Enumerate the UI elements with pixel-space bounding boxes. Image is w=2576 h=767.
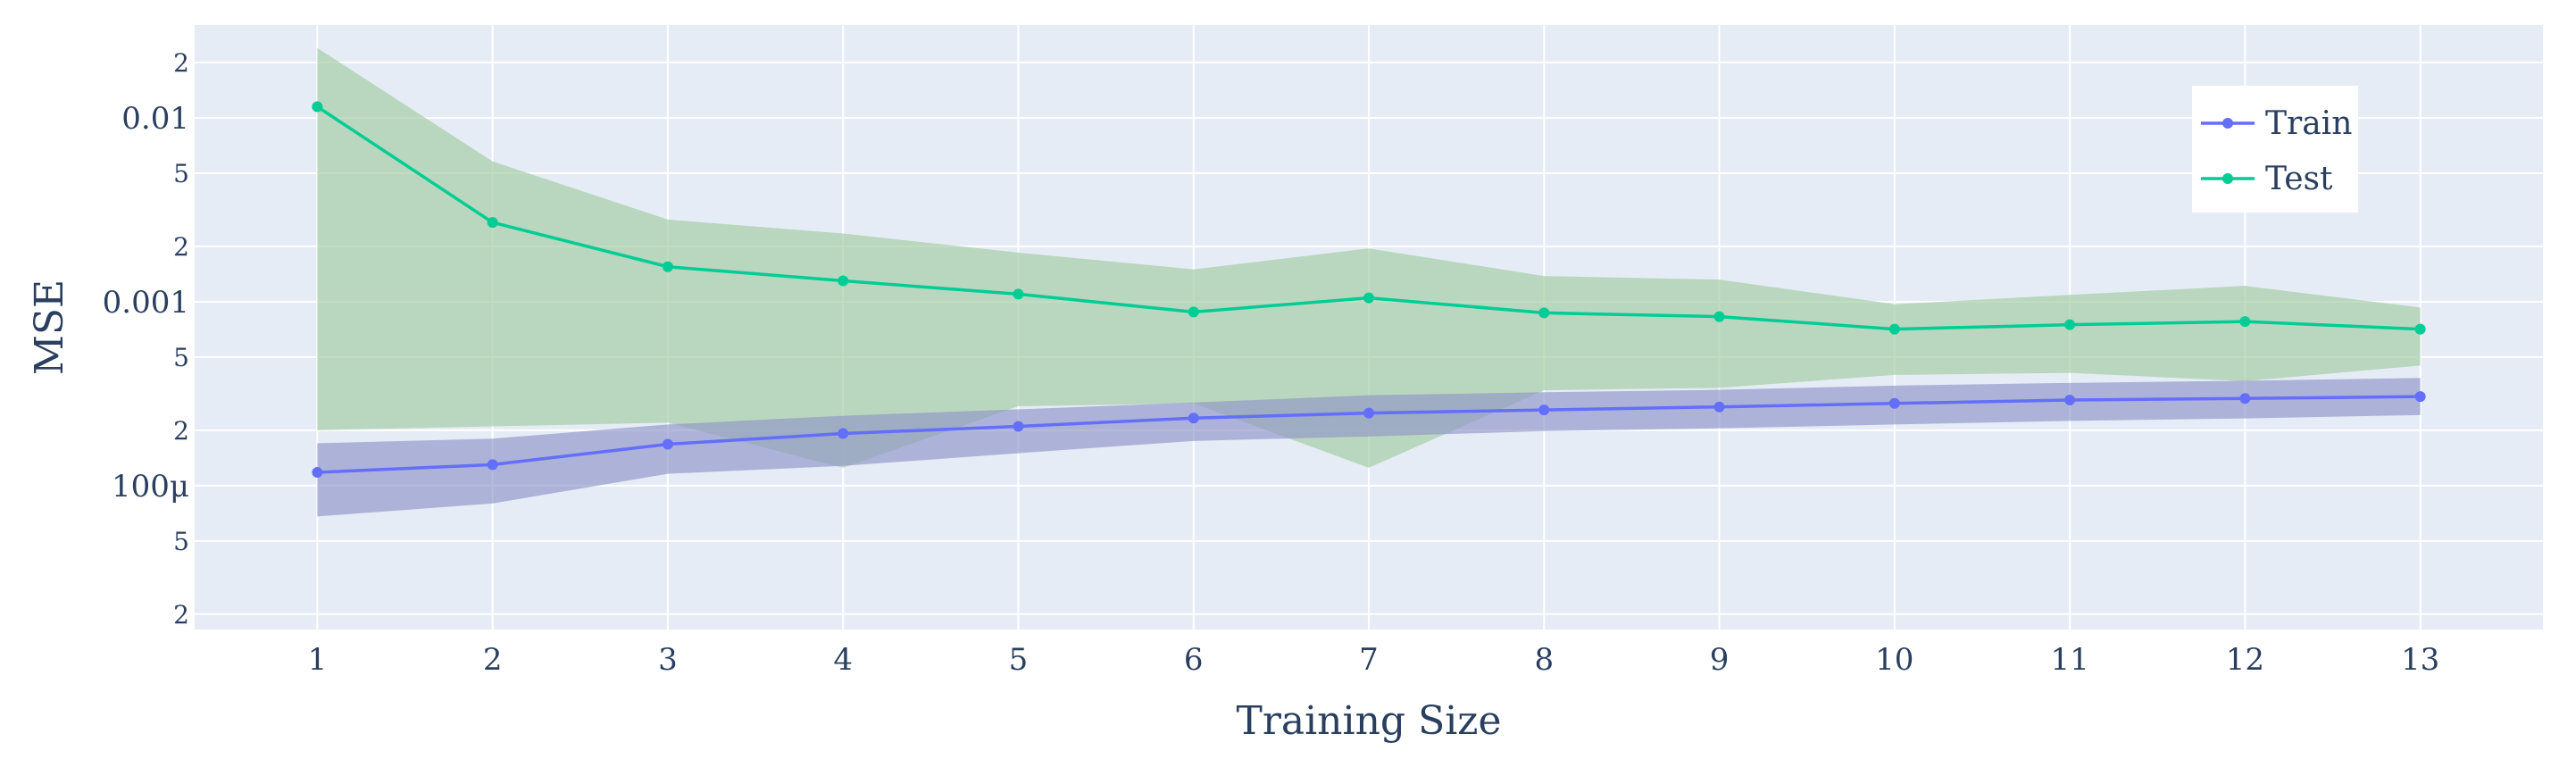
- test-data-point: [1888, 323, 1900, 335]
- x-tick-label: 10: [1875, 642, 1913, 678]
- legend-marker-swatch: [2222, 173, 2233, 184]
- x-axis-ticks: 1 2 3 4 5 6 7 8 9 10 11 12 13: [308, 642, 2440, 678]
- y-tick-label: 5: [173, 159, 189, 188]
- test-data-point: [662, 261, 673, 272]
- train-data-point: [662, 438, 673, 450]
- legend-label: Test: [2265, 161, 2333, 197]
- test-data-point: [1013, 288, 1024, 300]
- y-tick-label: 2: [173, 232, 189, 262]
- test-data-point: [1713, 311, 1725, 322]
- x-tick-label: 12: [2226, 642, 2264, 678]
- legend-marker-swatch: [2222, 118, 2233, 129]
- y-tick-label: 5: [173, 343, 189, 372]
- train-data-point: [312, 467, 323, 479]
- test-data-point: [487, 217, 498, 229]
- x-tick-label: 3: [658, 642, 678, 678]
- train-data-point: [1013, 421, 1024, 432]
- y-tick-label: 5: [173, 527, 189, 556]
- legend-item-test[interactable]: Test: [2201, 161, 2333, 197]
- train-data-point: [2414, 391, 2426, 403]
- train-data-point: [1188, 413, 1199, 424]
- y-axis-ticks: 2 5 100μ 2 5 0.001 2 5 0.01 2: [103, 48, 189, 629]
- x-tick-label: 6: [1184, 642, 1204, 678]
- train-data-point: [838, 428, 849, 439]
- train-data-point: [1888, 397, 1900, 409]
- test-data-point: [2239, 316, 2251, 328]
- y-tick-label: 2: [173, 48, 189, 78]
- legend-box: [2192, 86, 2358, 213]
- test-confidence-band: [317, 47, 2421, 468]
- train-data-point: [1538, 404, 1550, 416]
- x-tick-label: 11: [2050, 642, 2088, 678]
- x-tick-label: 1: [308, 642, 328, 678]
- x-tick-label: 2: [483, 642, 503, 678]
- train-data-point: [1363, 407, 1374, 419]
- x-tick-label: 13: [2401, 642, 2439, 678]
- train-data-point: [2064, 395, 2076, 406]
- y-tick-label: 2: [173, 600, 189, 629]
- test-data-point: [1363, 292, 1374, 304]
- legend-label: Train: [2265, 105, 2352, 142]
- test-data-point: [312, 101, 323, 113]
- x-tick-label: 4: [833, 642, 853, 678]
- train-data-point: [2239, 393, 2251, 404]
- y-tick-label: 2: [173, 416, 189, 446]
- x-tick-label: 7: [1359, 642, 1379, 678]
- y-tick-label: 0.01: [121, 101, 189, 137]
- x-tick-label: 8: [1534, 642, 1554, 678]
- y-axis-title: MSE: [27, 279, 72, 375]
- x-tick-label: 9: [1710, 642, 1730, 678]
- train-confidence-band: [317, 378, 2421, 517]
- legend[interactable]: Train Test: [2192, 86, 2358, 213]
- legend-item-train[interactable]: Train: [2201, 105, 2352, 142]
- test-data-point: [1188, 306, 1199, 318]
- x-axis-title: Training Size: [1236, 698, 1501, 744]
- train-data-point: [1713, 401, 1725, 413]
- series-markers: [312, 101, 2426, 479]
- confidence-bands: [317, 47, 2421, 517]
- test-data-point: [2064, 319, 2076, 330]
- test-data-point: [2414, 323, 2426, 335]
- y-tick-label: 100μ: [112, 469, 189, 504]
- train-data-point: [487, 459, 498, 471]
- x-tick-label: 5: [1009, 642, 1029, 678]
- y-tick-label: 0.001: [103, 285, 189, 321]
- test-data-point: [838, 275, 849, 287]
- test-data-point: [1538, 307, 1550, 319]
